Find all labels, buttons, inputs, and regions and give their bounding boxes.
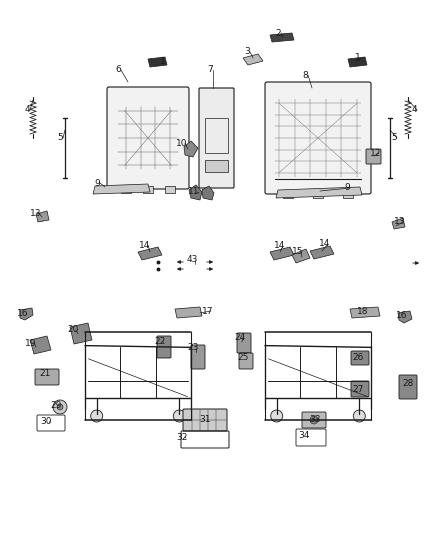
Text: 31: 31 [199, 415, 211, 424]
Text: 29: 29 [50, 401, 62, 410]
Text: 23: 23 [187, 343, 199, 352]
Text: 16: 16 [17, 309, 29, 318]
Bar [143, 186, 153, 193]
Text: 14: 14 [319, 239, 331, 248]
Bar [121, 186, 131, 193]
Text: 15: 15 [292, 247, 304, 256]
Polygon shape [276, 187, 362, 198]
FancyBboxPatch shape [191, 345, 205, 369]
FancyBboxPatch shape [351, 381, 369, 397]
FancyBboxPatch shape [107, 87, 189, 189]
Polygon shape [270, 33, 294, 42]
Text: 5: 5 [391, 133, 397, 142]
Circle shape [353, 410, 365, 422]
Bar [205, 118, 228, 152]
Polygon shape [243, 54, 263, 65]
FancyBboxPatch shape [366, 149, 381, 164]
FancyBboxPatch shape [239, 353, 253, 369]
Polygon shape [148, 57, 167, 67]
Text: 20: 20 [67, 326, 79, 335]
Bar [313, 191, 323, 198]
Polygon shape [70, 323, 92, 344]
Text: 9: 9 [94, 179, 100, 188]
Text: 33: 33 [309, 416, 321, 424]
FancyBboxPatch shape [351, 351, 369, 365]
FancyBboxPatch shape [265, 82, 371, 194]
Text: 22: 22 [154, 336, 166, 345]
Polygon shape [202, 186, 214, 200]
Text: 19: 19 [25, 338, 37, 348]
Polygon shape [36, 211, 49, 222]
Text: 32: 32 [177, 432, 188, 441]
FancyBboxPatch shape [237, 333, 251, 353]
Circle shape [53, 400, 67, 414]
Circle shape [173, 410, 185, 422]
Circle shape [91, 410, 102, 422]
Polygon shape [175, 307, 202, 318]
Text: 1: 1 [355, 53, 361, 62]
Text: 26: 26 [352, 352, 364, 361]
Bar [343, 191, 353, 198]
Polygon shape [93, 184, 150, 194]
Circle shape [271, 410, 283, 422]
Text: 16: 16 [396, 311, 408, 319]
Text: 28: 28 [403, 378, 413, 387]
Polygon shape [184, 141, 198, 157]
Polygon shape [20, 308, 33, 320]
Text: 13: 13 [30, 208, 42, 217]
Text: 24: 24 [234, 333, 246, 342]
Text: 2: 2 [275, 28, 281, 37]
FancyBboxPatch shape [199, 88, 234, 188]
FancyBboxPatch shape [302, 412, 326, 428]
Text: 14: 14 [274, 241, 286, 251]
FancyBboxPatch shape [183, 409, 227, 431]
Bar [165, 186, 175, 193]
Polygon shape [310, 246, 334, 259]
Text: 4: 4 [24, 106, 30, 115]
Text: 13: 13 [394, 217, 406, 227]
Text: 21: 21 [39, 368, 51, 377]
Text: 8: 8 [302, 70, 308, 79]
FancyBboxPatch shape [399, 375, 417, 399]
Polygon shape [350, 307, 380, 318]
Polygon shape [138, 247, 162, 260]
Text: 10: 10 [176, 139, 188, 148]
Circle shape [310, 416, 318, 424]
Polygon shape [398, 311, 412, 323]
Text: 17: 17 [202, 306, 214, 316]
Text: 34: 34 [298, 432, 310, 440]
Text: 7: 7 [207, 66, 213, 75]
Polygon shape [292, 249, 310, 263]
Polygon shape [30, 336, 51, 354]
Text: 30: 30 [40, 416, 52, 425]
Text: 9: 9 [344, 183, 350, 192]
Text: 4: 4 [411, 106, 417, 115]
FancyBboxPatch shape [157, 336, 171, 358]
Bar [283, 191, 293, 198]
Text: 1: 1 [160, 58, 166, 67]
Text: 27: 27 [352, 384, 364, 393]
Text: 43: 43 [186, 255, 198, 264]
Text: 18: 18 [357, 306, 369, 316]
FancyBboxPatch shape [35, 369, 59, 385]
Polygon shape [392, 218, 405, 229]
Circle shape [57, 404, 63, 410]
Text: 5: 5 [57, 133, 63, 142]
Polygon shape [270, 247, 294, 260]
Text: 25: 25 [237, 353, 249, 362]
Text: 14: 14 [139, 240, 151, 249]
Text: 3: 3 [244, 47, 250, 56]
Text: 11: 11 [188, 188, 200, 197]
Polygon shape [348, 57, 367, 67]
Text: 6: 6 [115, 66, 121, 75]
Text: 12: 12 [370, 149, 381, 157]
Polygon shape [189, 185, 202, 200]
Bar [205, 159, 228, 172]
